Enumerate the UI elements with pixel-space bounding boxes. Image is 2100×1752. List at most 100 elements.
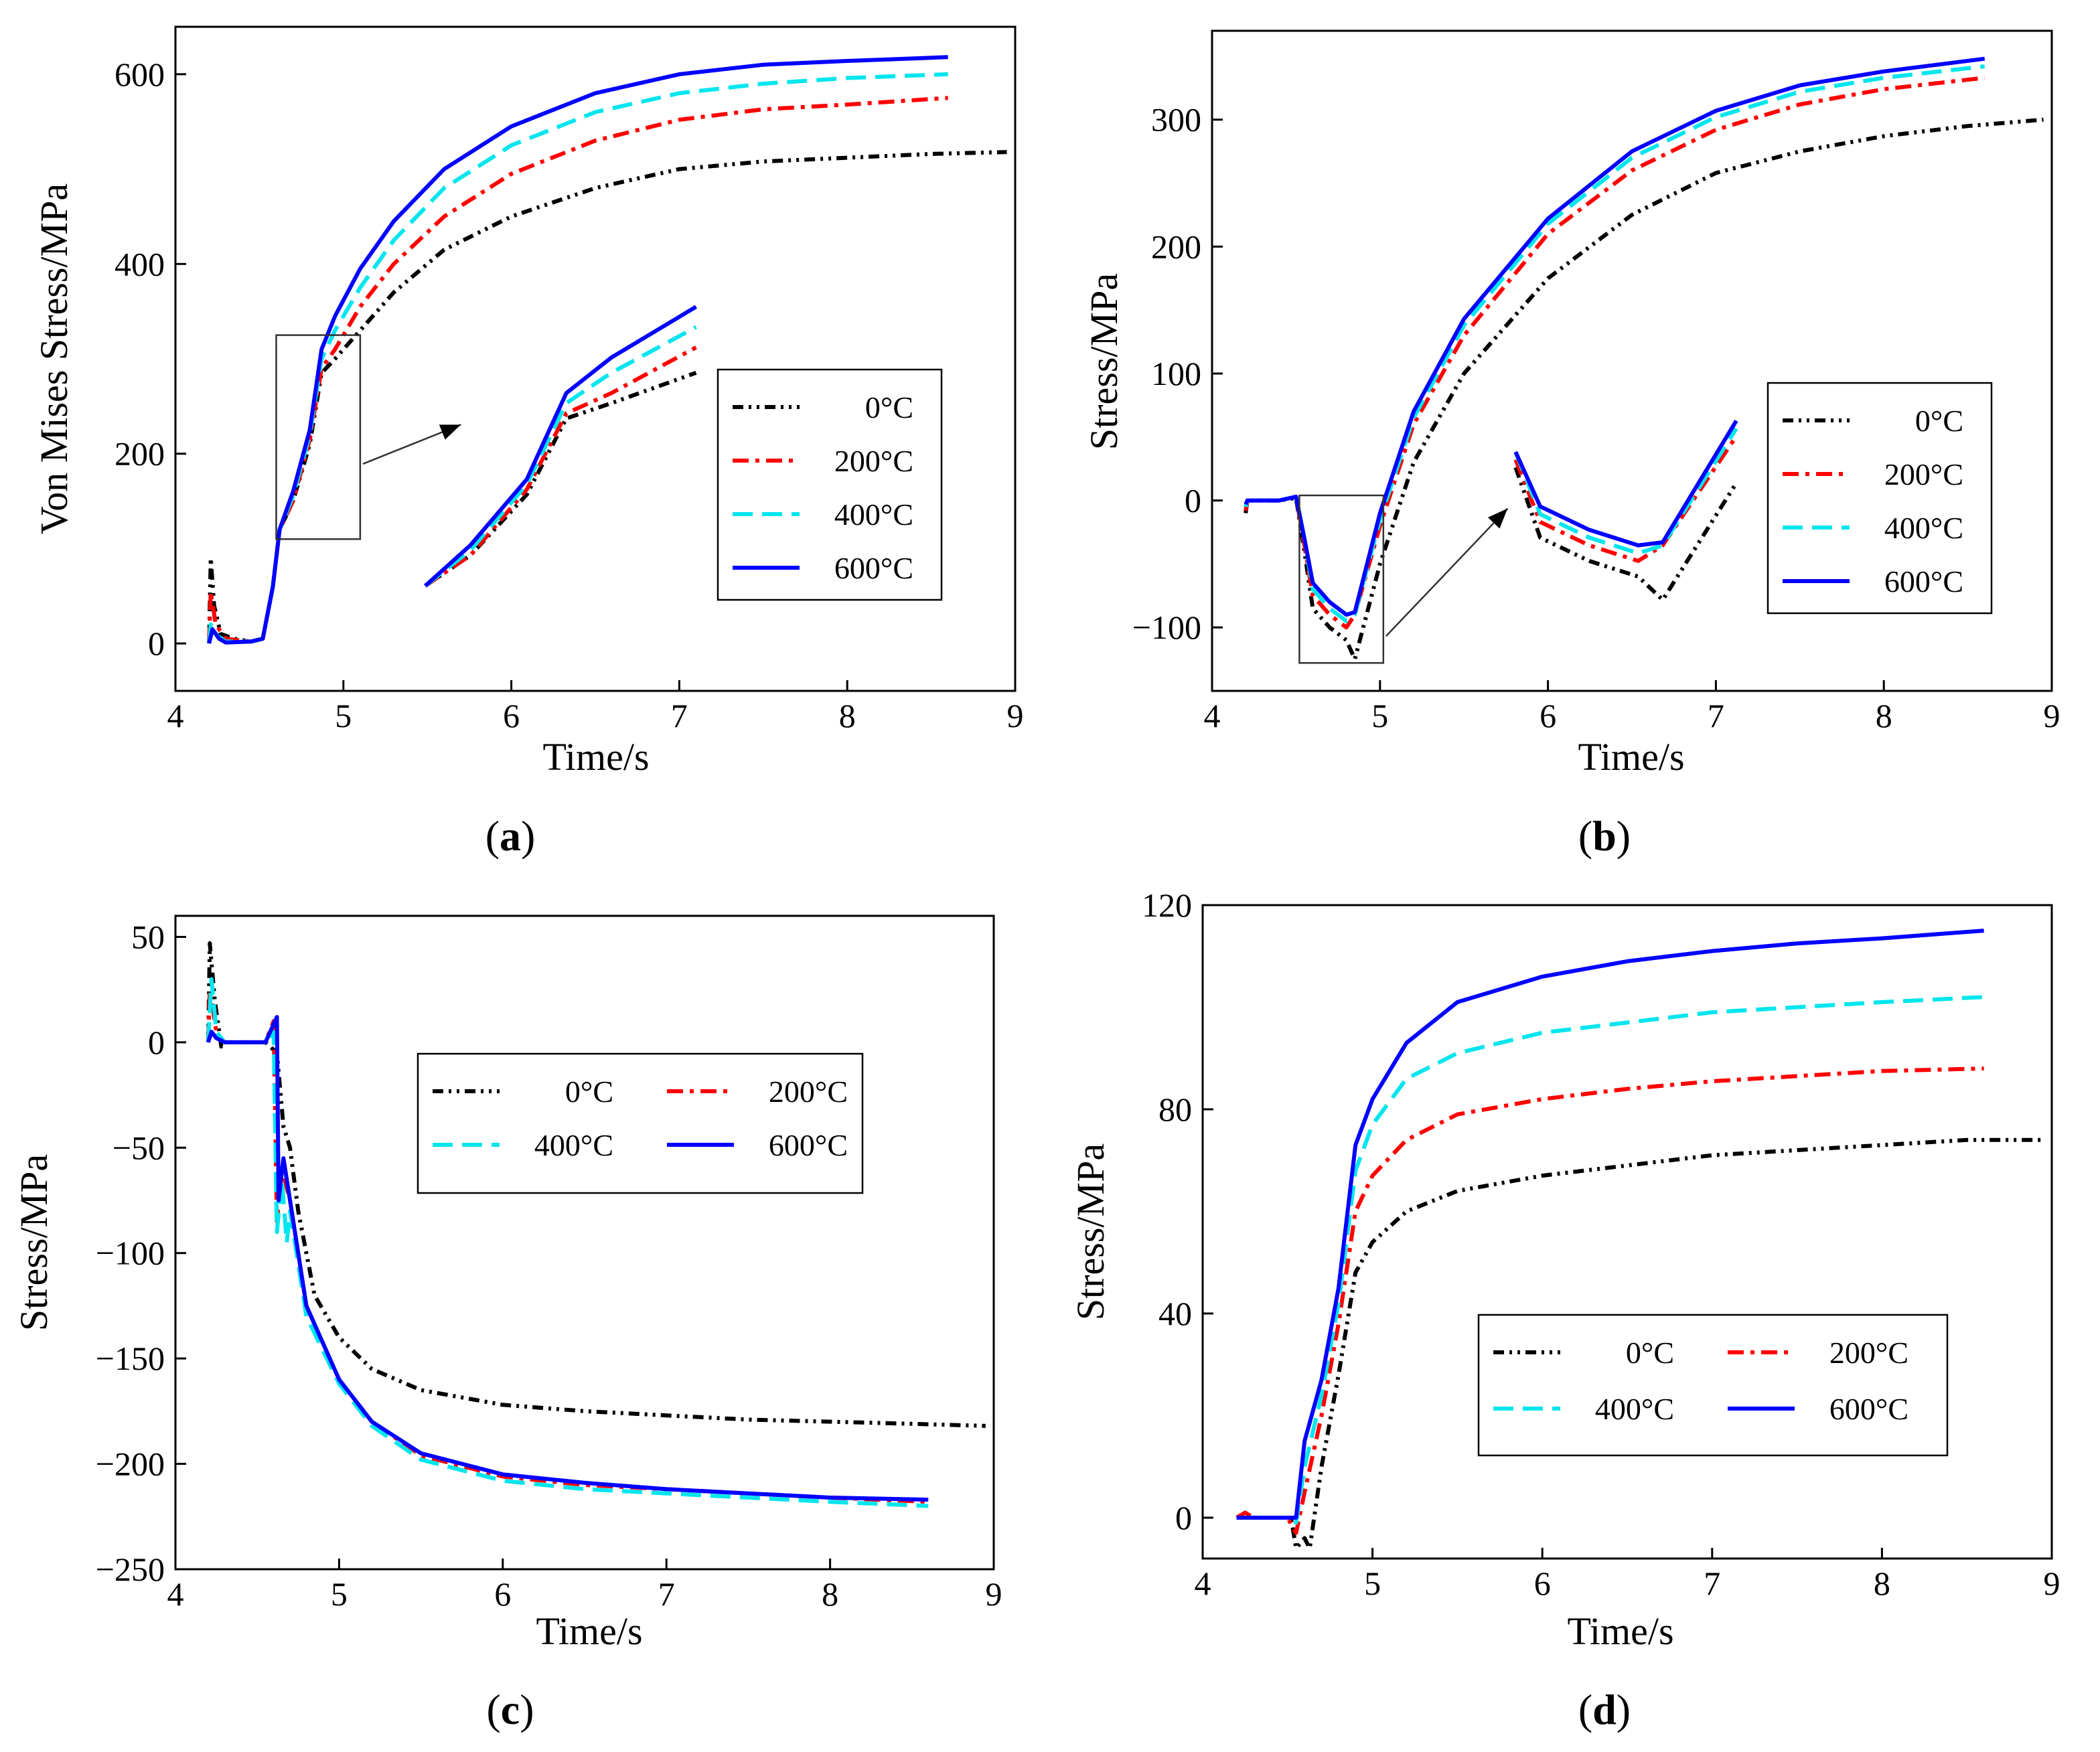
plot-frame — [1201, 904, 2053, 1560]
x-tick-label: 4 — [1204, 697, 1221, 734]
legend-label: 0°C — [865, 390, 913, 424]
panel-caption: (d) — [1578, 1686, 1631, 1733]
x-tick-label: 5 — [335, 697, 352, 734]
series-group — [207, 55, 1007, 645]
x-tick-label: 6 — [1534, 1565, 1551, 1602]
x-tick-label: 5 — [331, 1575, 348, 1613]
y-tick-label: 100 — [1151, 355, 1201, 392]
x-tick-label: 9 — [2044, 697, 2060, 734]
x-tick-label: 4 — [167, 697, 184, 734]
legend: 0°C 200°C 400°C 600°C — [1767, 382, 1993, 615]
legend: 0°C 200°C 400°C 600°C — [1477, 1313, 1949, 1457]
series-line-600C — [207, 55, 948, 645]
y-tick-label: 50 — [131, 918, 165, 955]
y-tick-label: 0 — [148, 1024, 165, 1061]
x-axis-label: Time/s — [542, 735, 649, 779]
x-axis-label: Time/s — [1567, 1609, 1673, 1653]
x-tick-label: 9 — [2044, 1565, 2060, 1602]
legend-label: 600°C — [1884, 564, 1963, 599]
legend-label: 400°C — [1595, 1392, 1674, 1426]
series-line-600C — [1244, 56, 1985, 617]
x-tick-label: 8 — [1876, 697, 1892, 734]
y-tick-label: 80 — [1158, 1091, 1192, 1128]
x-tick-label: 8 — [822, 1575, 838, 1613]
plot-frame — [174, 25, 1017, 692]
y-tick-label: −100 — [96, 1235, 165, 1272]
x-tick-label: 7 — [671, 697, 688, 734]
x-tick-label: 7 — [1704, 1565, 1720, 1602]
series-line-0C — [1244, 117, 2044, 661]
series-line-0C — [1236, 1137, 2044, 1550]
x-tick-label: 8 — [839, 697, 856, 734]
x-axis-label: Time/s — [536, 1609, 642, 1653]
series-line-200C — [207, 96, 948, 644]
inset-line-200C — [424, 345, 697, 588]
x-tick-label: 6 — [503, 697, 520, 734]
series-line-0C — [206, 941, 986, 1428]
y-tick-label: 120 — [1142, 886, 1192, 924]
x-tick-label: 6 — [1540, 697, 1556, 734]
legend-label: 200°C — [769, 1074, 848, 1109]
series-group — [1235, 929, 2044, 1550]
x-tick-label: 4 — [167, 1575, 184, 1613]
y-tick-label: 300 — [1151, 101, 1201, 139]
y-axis-label: Stress/MPa — [12, 1154, 56, 1331]
panel-caption: (a) — [485, 812, 536, 860]
legend-label: 400°C — [1884, 511, 1963, 545]
y-tick-label: 0 — [1185, 482, 1201, 520]
y-tick-label: −50 — [112, 1129, 165, 1166]
zoom-arrow-head — [439, 424, 461, 440]
y-tick-label: 0 — [148, 625, 165, 662]
legend-label: 400°C — [534, 1128, 613, 1162]
series-line-400C — [1244, 64, 1985, 623]
x-tick-label: 5 — [1364, 1565, 1381, 1602]
x-tick-label: 8 — [1874, 1565, 1890, 1602]
legend-label: 0°C — [1915, 404, 1963, 438]
legend: 0°C 200°C 400°C 600°C — [417, 1052, 864, 1194]
x-tick-label: 9 — [986, 1575, 1002, 1613]
legend-box — [417, 1052, 864, 1194]
legend: 0°C 200°C 400°C 600°C — [717, 368, 943, 601]
legend-label: 600°C — [1829, 1392, 1908, 1426]
legend-label: 200°C — [1884, 457, 1963, 491]
plot-frame — [174, 914, 995, 1571]
y-tick-label: 200 — [115, 435, 165, 473]
y-tick-label: −100 — [1132, 609, 1201, 646]
panel-a: 4 5 6 7 8 9 0 200 400 600 Time/s Von Mises Stress/M… — [32, 25, 1024, 860]
legend-label: 0°C — [565, 1074, 613, 1109]
zoom-arrow — [1385, 507, 1509, 637]
legend-label: 600°C — [769, 1128, 848, 1162]
series-line-200C — [1235, 1066, 1984, 1535]
inset-line-400C — [424, 325, 697, 588]
y-tick-label: −200 — [96, 1445, 165, 1483]
panel-caption: (b) — [1578, 812, 1631, 860]
y-tick-label: 200 — [1151, 228, 1201, 265]
legend-box — [717, 368, 943, 601]
legend-label: 0°C — [1626, 1336, 1674, 1370]
x-tick-label: 9 — [1007, 697, 1024, 734]
x-tick-label: 7 — [1708, 697, 1724, 734]
zoom-arrow-head — [1488, 508, 1508, 529]
y-tick-label: −150 — [96, 1340, 165, 1377]
plot-frame — [1211, 29, 2053, 692]
y-tick-label: 600 — [115, 56, 165, 93]
x-tick-label: 4 — [1195, 1565, 1211, 1602]
y-axis-label: Von Mises Stress/MPa — [32, 183, 76, 534]
x-tick-label: 6 — [494, 1575, 511, 1613]
y-tick-label: 40 — [1158, 1295, 1192, 1332]
legend-box — [1767, 382, 1993, 615]
legend-label: 400°C — [834, 497, 913, 532]
series-line-600C — [1236, 929, 1984, 1520]
zoom-inset — [1513, 419, 1738, 603]
y-tick-label: −250 — [96, 1550, 165, 1588]
x-tick-label: 7 — [658, 1575, 675, 1613]
series-group — [1244, 56, 2044, 661]
panel-caption: (c) — [486, 1686, 534, 1733]
y-tick-label: 400 — [115, 245, 165, 283]
x-axis-label: Time/s — [1578, 735, 1684, 779]
panel-d: 4 5 6 7 8 9 0 40 80 120 Time/s Stress/MPa (d) 0°C 200°… — [1069, 886, 2060, 1733]
y-tick-label: 0 — [1175, 1499, 1192, 1536]
inset-line-600C — [1513, 419, 1738, 548]
inset-line-600C — [423, 305, 698, 588]
